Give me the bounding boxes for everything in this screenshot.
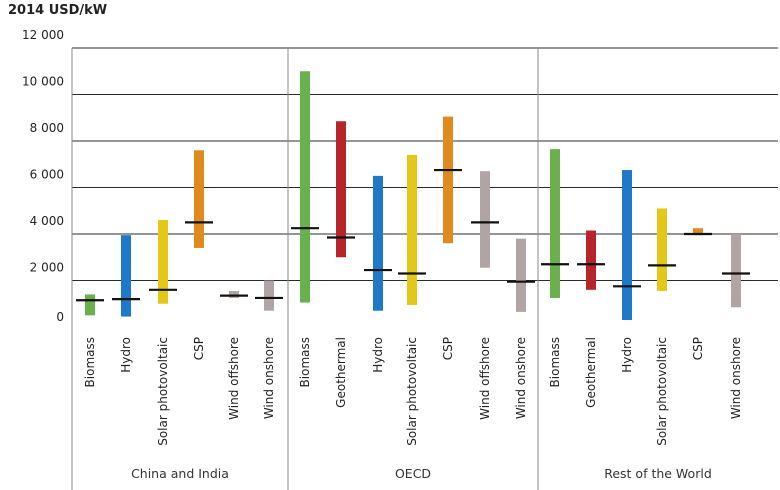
category-label-rest-of-the-world-wind-onshore: Wind onshore bbox=[729, 337, 743, 419]
category-label-oecd-wind-onshore: Wind onshore bbox=[514, 337, 528, 419]
category-label-china-and-india-solar-photovoltaic: Solar photovoltaic bbox=[156, 337, 170, 446]
category-label-oecd-wind-offshore: Wind offshore bbox=[478, 337, 492, 420]
category-label-rest-of-the-world-biomass: Biomass bbox=[548, 337, 562, 387]
group-label-oecd: OECD bbox=[395, 466, 431, 481]
range-bar-oecd-wind-offshore bbox=[480, 171, 490, 268]
range-bar-china-and-india-hydro bbox=[121, 235, 131, 317]
y-tick-label-0: 0 bbox=[56, 310, 64, 324]
category-label-china-and-india-wind-offshore: Wind offshore bbox=[227, 337, 241, 420]
range-bar-oecd-csp bbox=[443, 116, 453, 244]
mean-markers bbox=[76, 168, 750, 302]
category-label-oecd-geothermal: Geothermal bbox=[334, 337, 348, 408]
category-label-china-and-india-wind-onshore: Wind onshore bbox=[262, 337, 276, 419]
category-label-oecd-csp: CSP bbox=[441, 337, 455, 360]
y-tick-label-4000: 4 000 bbox=[30, 214, 64, 228]
group-separators bbox=[71, 48, 539, 490]
range-bars bbox=[85, 71, 741, 321]
category-labels: Biomass Hydro Solar photovoltaic CSP Wind of… bbox=[83, 337, 743, 446]
y-tick-label-12000: 12 000 bbox=[22, 28, 64, 42]
range-bar-oecd-solar-photovoltaic bbox=[407, 154, 417, 305]
y-tick-label-8000: 8 000 bbox=[30, 121, 64, 135]
range-bar-china-and-india-solar-photovoltaic bbox=[158, 220, 168, 304]
group-label-china-and-india: China and India bbox=[131, 466, 229, 481]
y-axis-ticks: 0 2 000 4 000 6 000 8 000 10 000 12 000 bbox=[22, 28, 64, 324]
range-bar-rest-of-the-world-wind-onshore bbox=[731, 234, 741, 308]
category-label-oecd-solar-photovoltaic: Solar photovoltaic bbox=[405, 337, 419, 446]
group-labels: China and India OECD Rest of the World bbox=[131, 466, 712, 481]
category-label-rest-of-the-world-csp: CSP bbox=[691, 337, 705, 360]
range-bar-china-and-india-biomass bbox=[85, 294, 95, 316]
range-bar-rest-of-the-world-solar-photovoltaic bbox=[657, 208, 667, 291]
y-tick-label-10000: 10 000 bbox=[22, 75, 64, 89]
category-label-china-and-india-biomass: Biomass bbox=[83, 337, 97, 387]
range-bar-rest-of-the-world-geothermal bbox=[586, 230, 596, 290]
category-label-rest-of-the-world-hydro: Hydro bbox=[620, 337, 634, 373]
group-label-rest-of-the-world: Rest of the World bbox=[604, 466, 712, 481]
range-bar-china-and-india-wind-offshore bbox=[229, 290, 239, 298]
category-label-china-and-india-csp: CSP bbox=[192, 337, 206, 360]
range-bar-oecd-biomass bbox=[300, 71, 310, 303]
gridlines bbox=[72, 47, 778, 281]
range-bar-china-and-india-wind-onshore bbox=[264, 280, 274, 311]
range-bar-oecd-hydro bbox=[373, 175, 383, 311]
range-bar-oecd-geothermal bbox=[336, 121, 346, 258]
range-bar-oecd-wind-onshore bbox=[516, 238, 526, 312]
range-bar-rest-of-the-world-hydro bbox=[622, 170, 632, 321]
range-bar-rest-of-the-world-csp bbox=[693, 228, 703, 236]
y-tick-label-2000: 2 000 bbox=[30, 261, 64, 275]
category-label-rest-of-the-world-solar-photovoltaic: Solar photovoltaic bbox=[655, 337, 669, 446]
range-bar-rest-of-the-world-biomass bbox=[550, 149, 560, 298]
chart-unit-title: 2014 USD/kW bbox=[8, 3, 107, 18]
category-label-oecd-biomass: Biomass bbox=[298, 337, 312, 387]
category-label-oecd-hydro: Hydro bbox=[371, 337, 385, 373]
category-label-china-and-india-hydro: Hydro bbox=[119, 337, 133, 373]
y-tick-label-6000: 6 000 bbox=[30, 168, 64, 182]
category-label-rest-of-the-world-geothermal: Geothermal bbox=[584, 337, 598, 408]
range-bar-china-and-india-csp bbox=[194, 150, 204, 248]
